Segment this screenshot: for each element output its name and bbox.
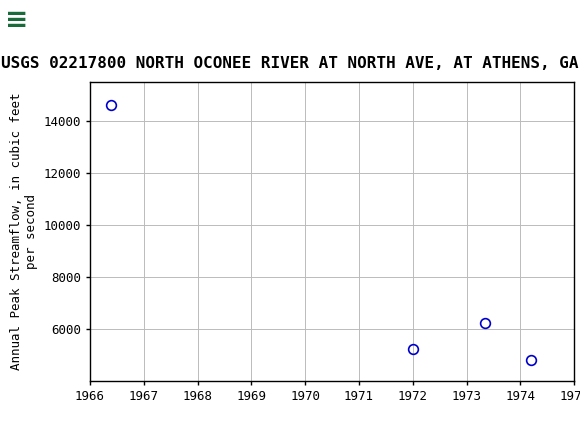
Text: ≡: ≡ (5, 6, 28, 34)
Y-axis label: Annual Peak Streamflow, in cubic feet
per second: Annual Peak Streamflow, in cubic feet pe… (10, 92, 38, 370)
FancyBboxPatch shape (3, 2, 61, 38)
Text: USGS 02217800 NORTH OCONEE RIVER AT NORTH AVE, AT ATHENS, GA: USGS 02217800 NORTH OCONEE RIVER AT NORT… (1, 55, 579, 71)
Text: USGS: USGS (28, 11, 83, 29)
